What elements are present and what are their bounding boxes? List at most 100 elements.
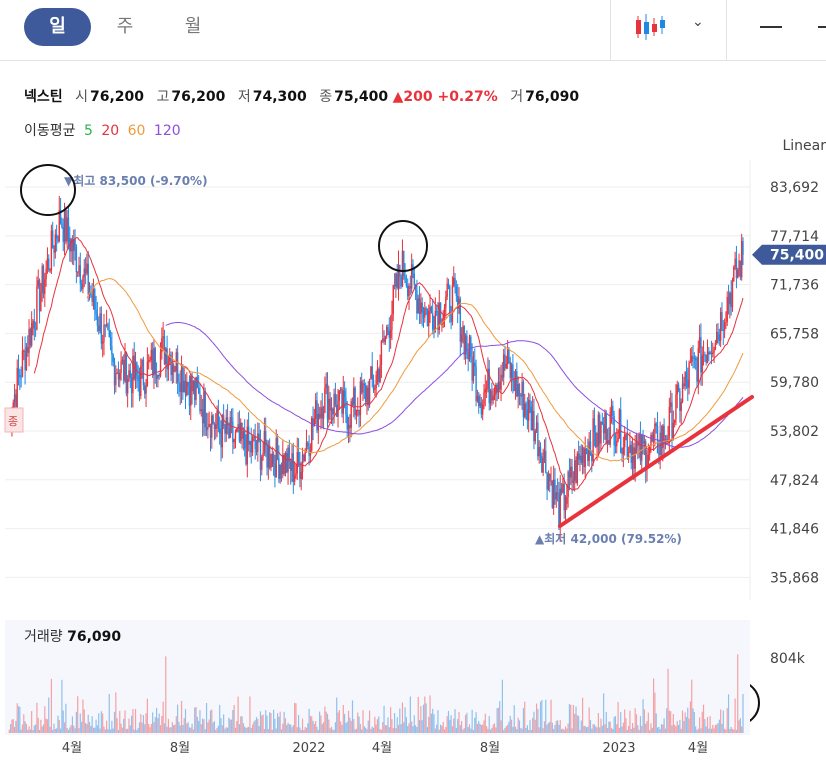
candle-body: [123, 359, 125, 381]
scale-toggle[interactable]: Linear: [782, 138, 826, 154]
volume-bar: [308, 708, 310, 733]
candle-body: [512, 364, 514, 379]
volume-bar: [709, 716, 711, 733]
volume-bar: [516, 729, 518, 733]
line-tool-icon-2[interactable]: [818, 26, 826, 28]
volume-bar: [409, 696, 411, 733]
candle-body: [450, 315, 452, 322]
candle-body: [241, 422, 243, 439]
volume-bar: [421, 720, 423, 733]
candle-body: [137, 375, 139, 382]
candle-body: [149, 360, 151, 362]
candle-body: [94, 288, 96, 310]
candle-body: [530, 406, 533, 431]
line-tool-icon[interactable]: [760, 26, 782, 28]
change-value: ▲200 +0.27%: [392, 89, 498, 105]
moving-average-legend[interactable]: 이동평균 5 20 60 120: [24, 120, 181, 140]
volume-bar: [584, 725, 586, 733]
ma-60: 60: [127, 123, 146, 139]
candle-body: [207, 426, 209, 430]
volume-bar: [660, 724, 663, 733]
candle-body: [542, 458, 544, 473]
candle-body: [52, 230, 54, 249]
candle-body: [272, 453, 275, 464]
volume-bar: [199, 710, 201, 733]
top-toolbar: 일 주 월 ⌄: [0, 0, 826, 61]
tab-week[interactable]: 주: [116, 16, 134, 37]
candle-body: [550, 480, 552, 482]
candle-body: [121, 359, 124, 362]
chevron-down-icon[interactable]: ⌄: [692, 14, 704, 30]
candle-body: [677, 384, 680, 391]
volume-bar: [530, 729, 532, 733]
volume-bar: [397, 724, 400, 733]
candle-body: [655, 423, 657, 426]
candle-body: [456, 296, 459, 309]
volume-bar: [367, 720, 369, 733]
candle-body: [719, 312, 722, 341]
candle-body: [598, 414, 601, 444]
candle-body: [355, 410, 358, 416]
candle-body: [426, 308, 429, 327]
volume-bar: [524, 701, 526, 733]
candle-body: [257, 433, 259, 452]
candle-chart-type-icon[interactable]: [634, 12, 666, 42]
candle-body: [57, 238, 59, 242]
volume-bar: [643, 709, 645, 733]
volume-bar: [592, 724, 594, 733]
volume-bar: [739, 718, 741, 733]
candle-body: [525, 403, 527, 410]
volume-bar: [612, 729, 614, 733]
candle-body: [318, 413, 321, 418]
volume-bar: [207, 722, 209, 733]
candle-body: [347, 424, 350, 430]
volume-bar: [31, 711, 33, 733]
volume-bar: [106, 720, 108, 733]
volume-bar: [245, 727, 247, 733]
volume-bar: [574, 713, 576, 733]
x-tick-label: 4월: [688, 741, 708, 756]
volume-bar: [324, 706, 326, 733]
volume-bar: [383, 705, 385, 733]
volume-bar: [91, 716, 93, 733]
candle-body: [441, 323, 443, 325]
volume-bar: [365, 727, 367, 733]
volume-bar: [357, 712, 359, 733]
tab-month[interactable]: 월: [184, 16, 202, 37]
volume-bar: [107, 729, 109, 733]
tab-day[interactable]: 일: [24, 8, 91, 46]
volume-bar: [716, 724, 718, 733]
volume-bar: [677, 724, 680, 733]
volume-bar: [379, 729, 381, 733]
volume-bar: [434, 728, 436, 733]
volume-bar: [430, 713, 432, 733]
volume-bar: [71, 716, 74, 733]
volume-bar: [259, 711, 262, 733]
low-annotation: ▲최저 42,000 (79.52%): [535, 531, 682, 546]
candle-body: [462, 326, 464, 335]
candle-body: [545, 450, 547, 473]
volume-bar: [38, 729, 41, 733]
volume-bar: [271, 729, 273, 733]
volume-bar: [53, 723, 55, 733]
volume-bar: [265, 710, 267, 733]
candle-body: [734, 258, 736, 268]
candle-body: [119, 372, 121, 380]
volume-bar: [173, 725, 175, 733]
candle-body: [658, 453, 660, 455]
volume-bar: [19, 706, 21, 733]
volume-bar: [376, 719, 379, 733]
candle-body: [13, 394, 16, 403]
volume-bar: [241, 716, 243, 733]
volume-bar: [439, 724, 442, 733]
candle-body: [529, 399, 531, 407]
volume-bar: [25, 723, 28, 733]
candle-body: [645, 441, 647, 470]
candle-body: [491, 390, 493, 401]
volume-bar: [380, 729, 383, 733]
volume-bar: [601, 725, 603, 733]
candle-body: [274, 463, 276, 477]
candle-body: [385, 327, 388, 337]
volume-bar: [610, 728, 613, 733]
